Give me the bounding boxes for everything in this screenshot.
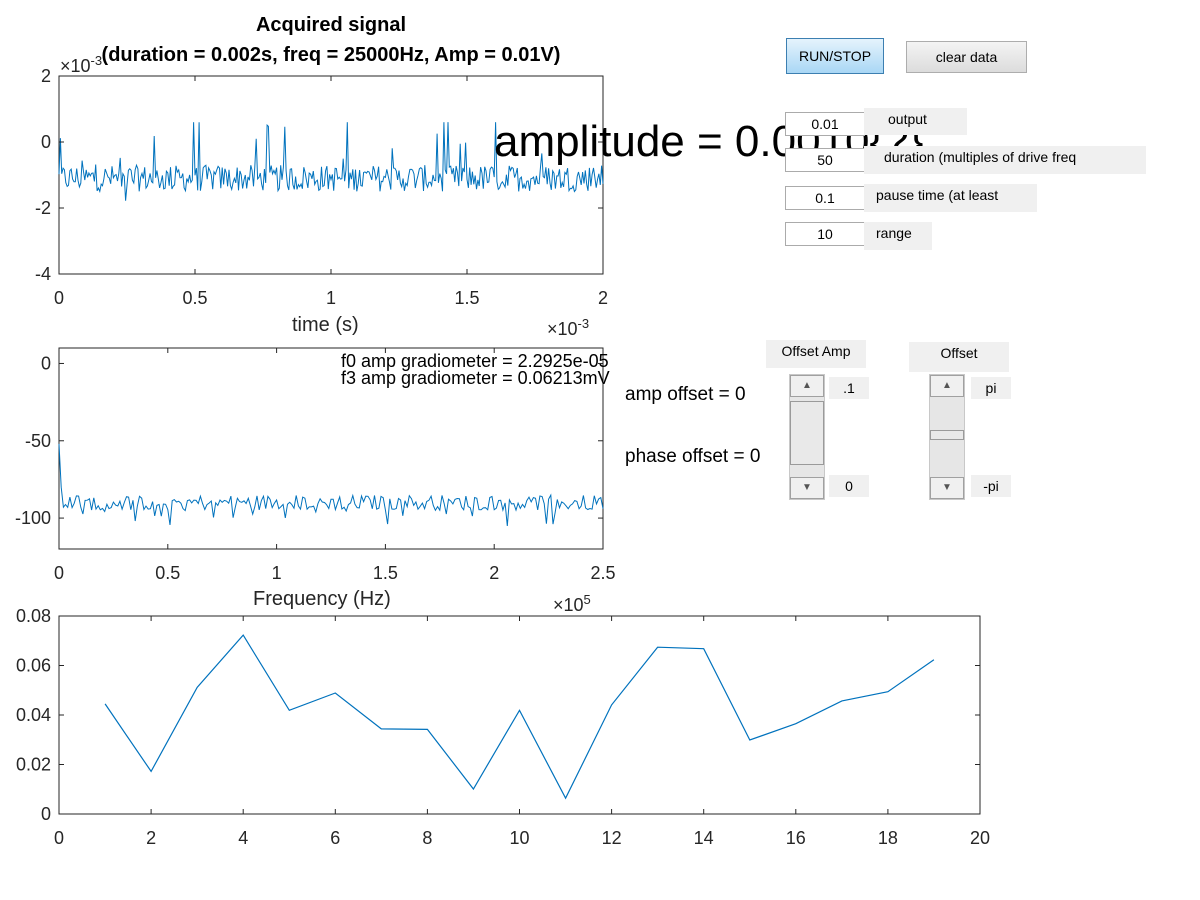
range-label: range (864, 222, 932, 250)
x-tick-label: 0 (54, 563, 64, 583)
offset-phase-min-label: -pi (971, 475, 1011, 497)
range-field[interactable] (785, 222, 865, 246)
signal-plot-y-exponent: ×10-3 (60, 53, 102, 77)
x-tick-label: 0 (54, 288, 64, 308)
f3-amp-annotation: f3 amp gradiometer = 0.06213mV (341, 368, 610, 388)
pause-time-field[interactable] (785, 186, 865, 210)
offset-amp-slider-thumb[interactable] (790, 401, 824, 465)
y-tick-label: -4 (35, 264, 51, 284)
x-tick-label: 4 (238, 828, 248, 848)
x-tick-label: 6 (330, 828, 340, 848)
spectrum-plot-xlabel: Frequency (Hz) (253, 588, 391, 610)
f0-amp-annotation: f0 amp gradiometer = 2.2925e-05 (341, 351, 609, 371)
signal-plot-title-line2: (duration = 0.002s, freq = 25000Hz, Amp … (101, 44, 561, 66)
spectrum-plot-frame (58, 347, 604, 550)
x-tick-label: 1.5 (454, 288, 479, 308)
signal-plot-x-exponent: ×10-3 (547, 316, 589, 340)
offset-phase-label: Offset (909, 342, 1009, 372)
y-tick-label: -50 (25, 431, 51, 451)
duration-field[interactable] (785, 148, 865, 172)
offset-phase-slider[interactable]: ▲ ▼ (929, 374, 965, 500)
x-tick-label: 2 (146, 828, 156, 848)
clear-data-button[interactable]: clear data (906, 41, 1027, 73)
phase-offset-text: phase offset = 0 (625, 446, 761, 467)
signal-plot-frame (58, 75, 604, 275)
offset-phase-up-arrow-icon[interactable]: ▲ (930, 375, 964, 397)
offset-amp-down-arrow-icon[interactable]: ▼ (790, 477, 824, 499)
signal-plot: 0 0.5 1 1.5 2 2 0 -2 -4 (35, 66, 608, 308)
x-exponent-base: ×10 (553, 595, 584, 615)
history-plot: 0 2 4 6 8 10 12 14 16 18 20 0.08 0.06 0.04 0.02 0 (16, 606, 990, 848)
offset-amp-label: Offset Amp (766, 340, 866, 368)
x-exponent-power: 5 (583, 592, 591, 607)
offset-amp-min-label: 0 (829, 475, 869, 497)
x-tick-label: 18 (878, 828, 898, 848)
signal-trace (58, 122, 604, 201)
x-tick-label: 0.5 (155, 563, 180, 583)
signal-plot-ticks: 0 0.5 1 1.5 2 2 0 -2 -4 (35, 66, 608, 308)
x-tick-label: 20 (970, 828, 990, 848)
x-tick-label: 10 (509, 828, 529, 848)
y-tick-label: 2 (41, 66, 51, 86)
x-tick-label: 16 (786, 828, 806, 848)
offset-amp-up-arrow-icon[interactable]: ▲ (790, 375, 824, 397)
x-tick-label: 2.5 (590, 563, 615, 583)
offset-phase-down-arrow-icon[interactable]: ▼ (930, 477, 964, 499)
spectrum-trace (58, 443, 604, 526)
history-series-line (104, 634, 935, 800)
y-tick-label: 0 (41, 353, 51, 373)
run-stop-button[interactable]: RUN/STOP (786, 38, 884, 74)
x-tick-label: 2 (489, 563, 499, 583)
spectrum-plot-ticks: 0 0.5 1 1.5 2 2.5 0 -50 -100 (15, 348, 616, 583)
x-tick-label: 1.5 (373, 563, 398, 583)
output-field[interactable] (785, 112, 865, 136)
y-exponent-base: ×10 (60, 56, 91, 76)
y-tick-label: 0.08 (16, 606, 51, 626)
offset-amp-slider[interactable]: ▲ ▼ (789, 374, 825, 500)
y-tick-label: 0.02 (16, 755, 51, 775)
signal-plot-title-line1: Acquired signal (255, 14, 407, 36)
y-tick-label: -2 (35, 198, 51, 218)
offset-amp-max-label: .1 (829, 377, 869, 399)
x-exponent-power: -3 (577, 316, 590, 331)
y-tick-label: -100 (15, 508, 51, 528)
offset-phase-slider-thumb[interactable] (930, 430, 964, 440)
x-tick-label: 0.5 (182, 288, 207, 308)
y-tick-label: 0.06 (16, 656, 51, 676)
y-tick-label: 0 (41, 132, 51, 152)
offset-phase-max-label: pi (971, 377, 1011, 399)
x-tick-label: 14 (694, 828, 714, 848)
x-tick-label: 12 (602, 828, 622, 848)
signal-plot-xlabel: time (s) (292, 314, 359, 336)
spectrum-plot-x-exponent: ×105 (553, 592, 591, 616)
output-label: output (864, 108, 967, 135)
pause-time-label: pause time (at least (864, 184, 1037, 212)
x-exponent-base: ×10 (547, 319, 578, 339)
y-exponent-power: -3 (90, 53, 103, 68)
amp-offset-text: amp offset = 0 (625, 384, 746, 405)
x-tick-label: 0 (54, 828, 64, 848)
y-tick-label: 0.04 (16, 705, 51, 725)
duration-label: duration (multiples of drive freq (864, 146, 1146, 174)
x-tick-label: 1 (326, 288, 336, 308)
x-tick-label: 8 (422, 828, 432, 848)
history-plot-ticks: 0 2 4 6 8 10 12 14 16 18 20 0.08 0.06 0.04 0.02 0 (16, 606, 990, 848)
x-tick-label: 2 (598, 288, 608, 308)
y-tick-label: 0 (41, 804, 51, 824)
spectrum-plot: 0 0.5 1 1.5 2 2.5 0 -50 -100 (15, 347, 616, 583)
history-plot-frame (58, 615, 981, 815)
x-tick-label: 1 (272, 563, 282, 583)
